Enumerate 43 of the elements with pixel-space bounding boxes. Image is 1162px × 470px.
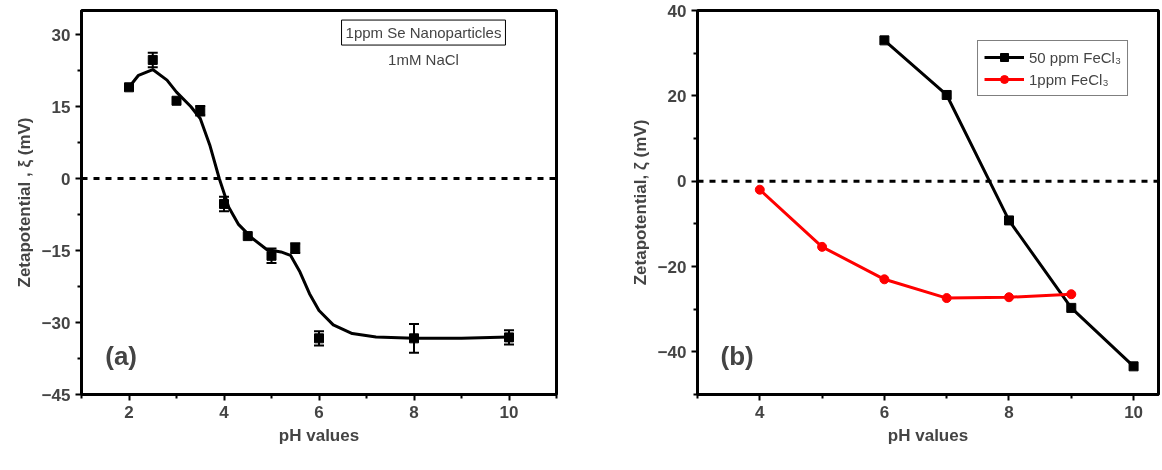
x-tick-label: 4 <box>219 402 230 422</box>
y-tick-label: 0 <box>677 172 687 192</box>
annotation: (b) <box>720 341 754 372</box>
y-tick-label: 40 <box>667 1 687 21</box>
annotation: (a) <box>105 341 138 372</box>
y-tick-label: 20 <box>667 86 687 106</box>
y-tick-label: 15 <box>51 97 71 117</box>
x-tick-label: 6 <box>879 402 890 422</box>
y-tick-label: −15 <box>41 241 71 261</box>
point <box>1003 215 1014 226</box>
x-tick-label: 10 <box>499 402 519 422</box>
point <box>1003 292 1014 303</box>
y-tick-label: −20 <box>657 257 687 277</box>
point <box>754 184 765 195</box>
x-tick-label: 10 <box>1124 402 1144 422</box>
y-tick-label: −40 <box>657 342 687 362</box>
x-tick-label: 2 <box>124 402 134 422</box>
y-tick-label: −45 <box>41 385 71 405</box>
x-tick-label: 6 <box>314 402 324 422</box>
x-tick-label: 4 <box>755 402 766 422</box>
point <box>879 35 890 46</box>
x-axis-title: pH values <box>887 425 969 445</box>
annotation: 1mM NaCl <box>388 50 459 68</box>
point <box>147 54 158 65</box>
y-tick-label: −30 <box>41 313 71 333</box>
y-axis-title: Zetapotential, ζ (mV) <box>630 119 650 286</box>
annotation: 1ppm Se Nanoparticles <box>345 24 502 42</box>
point <box>941 89 952 100</box>
y-tick-label: 30 <box>51 25 71 45</box>
point <box>171 95 182 106</box>
point <box>817 241 828 252</box>
point <box>879 274 890 285</box>
y-axis-title: Zetapotential , ξ (mV) <box>14 117 34 288</box>
x-axis-title: pH values <box>278 425 360 445</box>
y-tick-label: 0 <box>61 169 71 189</box>
point <box>1066 289 1077 300</box>
x-tick-label: 8 <box>1004 402 1014 422</box>
point <box>1128 361 1139 372</box>
legend-label: 50 ppm FeCl₃ <box>1029 48 1121 66</box>
point <box>1066 302 1077 313</box>
x-tick-label: 8 <box>409 402 419 422</box>
legend-label: 1ppm FeCl₃ <box>1029 70 1109 88</box>
point <box>941 293 952 304</box>
